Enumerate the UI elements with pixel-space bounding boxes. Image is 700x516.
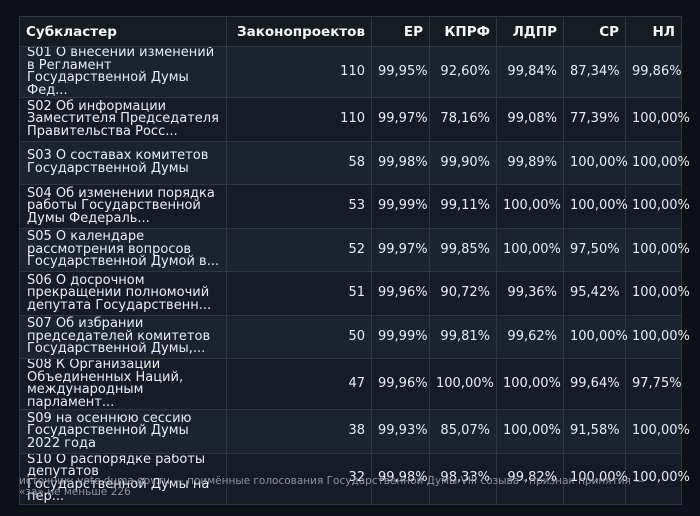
table-header-row: Субкластер Законопроектов ЕР КПРФ ЛДПР С… xyxy=(19,16,682,47)
cell-subcluster: S07 Об избрании председателей комитетов … xyxy=(19,314,227,359)
cell-sr: 100,00% xyxy=(563,452,628,505)
cell-sr: 99,64% xyxy=(563,358,626,410)
cell-subcluster: S05 О календаре рассмотрения вопросов Го… xyxy=(19,227,227,272)
header-bills-count[interactable]: Законопроектов xyxy=(226,16,372,47)
cell-subcluster: S02 Об информации Заместителя Председате… xyxy=(19,97,227,142)
table-row: S09 на осеннюю сессию Государственной Ду… xyxy=(19,409,690,454)
cell-er: 99,99% xyxy=(371,184,430,229)
header-sr[interactable]: СР xyxy=(563,16,626,47)
subcluster-table-container: Субкластер Законопроектов ЕР КПРФ ЛДПР С… xyxy=(19,16,690,505)
table-row: S07 Об избрании председателей комитетов … xyxy=(19,314,690,359)
cell-sr: 100,00% xyxy=(563,314,628,359)
cell-er: 99,97% xyxy=(371,227,430,272)
cell-subcluster: S09 на осеннюю сессию Государственной Ду… xyxy=(19,409,227,454)
cell-ldpr: 100,00% xyxy=(496,184,564,229)
cell-subcluster: S04 Об изменении порядка работы Государс… xyxy=(19,184,227,229)
table-row: S02 Об информации Заместителя Председате… xyxy=(19,97,690,142)
cell-er: 99,99% xyxy=(371,314,430,359)
cell-sr: 91,58% xyxy=(563,409,626,454)
table-row: S01 О внесении изменений в Регламент Гос… xyxy=(19,46,682,98)
cell-sr: 97,50% xyxy=(563,227,626,272)
table-row: S10 О распорядке работы депутатов Госуда… xyxy=(19,452,690,505)
cell-ldpr: 99,62% xyxy=(496,314,564,359)
cell-sr: 77,39% xyxy=(563,97,626,142)
cell-subcluster: S06 О досрочном прекращении полномочий д… xyxy=(19,271,227,316)
table-row: S03 О составах комитетов Государственной… xyxy=(19,140,690,185)
header-er[interactable]: ЕР xyxy=(371,16,430,47)
cell-kprf: 99,85% xyxy=(429,227,497,272)
cell-sr: 87,34% xyxy=(563,46,626,98)
cell-ldpr: 100,00% xyxy=(496,409,564,454)
cell-ldpr: 99,84% xyxy=(496,46,564,98)
cell-kprf: 98,33% xyxy=(429,452,497,505)
table-row: S04 Об изменении порядка работы Государс… xyxy=(19,184,690,229)
cell-nl: 100,00% xyxy=(625,314,690,359)
cell-bills-count: 32 xyxy=(226,452,372,505)
table-row: S05 О календаре рассмотрения вопросов Го… xyxy=(19,227,690,272)
header-subcluster[interactable]: Субкластер xyxy=(19,16,227,47)
header-ldpr[interactable]: ЛДПР xyxy=(496,16,564,47)
cell-ldpr: 99,82% xyxy=(496,452,564,505)
cell-er: 99,96% xyxy=(371,271,430,316)
cell-bills-count: 110 xyxy=(226,97,372,142)
cell-kprf: 92,60% xyxy=(429,46,497,98)
cell-nl: 99,86% xyxy=(625,46,682,98)
cell-ldpr: 99,89% xyxy=(496,140,564,185)
cell-bills-count: 53 xyxy=(226,184,372,229)
cell-ldpr: 100,00% xyxy=(496,227,564,272)
cell-er: 99,95% xyxy=(371,46,430,98)
subcluster-table: Субкластер Законопроектов ЕР КПРФ ЛДПР С… xyxy=(19,16,690,505)
cell-er: 99,93% xyxy=(371,409,430,454)
cell-nl: 100,00% xyxy=(625,409,690,454)
cell-subcluster: S01 О внесении изменений в Регламент Гос… xyxy=(19,46,227,98)
cell-nl: 100,00% xyxy=(625,227,690,272)
header-nl[interactable]: НЛ xyxy=(625,16,682,47)
table-row: S06 О досрочном прекращении полномочий д… xyxy=(19,271,690,316)
cell-bills-count: 51 xyxy=(226,271,372,316)
source-note: источник: vote.duma.gov.ru — поимённые г… xyxy=(19,475,645,498)
cell-kprf: 78,16% xyxy=(429,97,497,142)
header-kprf[interactable]: КПРФ xyxy=(429,16,497,47)
cell-subcluster: S03 О составах комитетов Государственной… xyxy=(19,140,227,185)
table-row: S08 К Организации Объединенных Наций, ме… xyxy=(19,358,682,410)
cell-ldpr: 99,36% xyxy=(496,271,564,316)
cell-nl: 100,00% xyxy=(625,97,690,142)
cell-er: 99,97% xyxy=(371,97,430,142)
cell-bills-count: 38 xyxy=(226,409,372,454)
cell-kprf: 90,72% xyxy=(429,271,497,316)
cell-kprf: 100,00% xyxy=(429,358,497,410)
cell-nl: 100,00% xyxy=(625,452,690,505)
cell-sr: 100,00% xyxy=(563,140,628,185)
cell-sr: 95,42% xyxy=(563,271,626,316)
cell-bills-count: 58 xyxy=(226,140,372,185)
cell-kprf: 99,90% xyxy=(429,140,497,185)
cell-nl: 100,00% xyxy=(625,271,690,316)
cell-er: 99,98% xyxy=(371,452,430,505)
cell-nl: 97,75% xyxy=(625,358,682,410)
cell-nl: 100,00% xyxy=(625,184,690,229)
cell-subcluster: S10 О распорядке работы депутатов Госуда… xyxy=(19,452,227,505)
cell-sr: 100,00% xyxy=(563,184,628,229)
cell-ldpr: 99,08% xyxy=(496,97,564,142)
cell-bills-count: 110 xyxy=(226,46,372,98)
cell-er: 99,98% xyxy=(371,140,430,185)
cell-bills-count: 50 xyxy=(226,314,372,359)
cell-bills-count: 52 xyxy=(226,227,372,272)
cell-kprf: 99,81% xyxy=(429,314,497,359)
cell-kprf: 99,11% xyxy=(429,184,497,229)
cell-subcluster: S08 К Организации Объединенных Наций, ме… xyxy=(19,358,227,410)
cell-ldpr: 100,00% xyxy=(496,358,564,410)
cell-bills-count: 47 xyxy=(226,358,372,410)
cell-nl: 100,00% xyxy=(625,140,690,185)
cell-er: 99,96% xyxy=(371,358,430,410)
cell-kprf: 85,07% xyxy=(429,409,497,454)
